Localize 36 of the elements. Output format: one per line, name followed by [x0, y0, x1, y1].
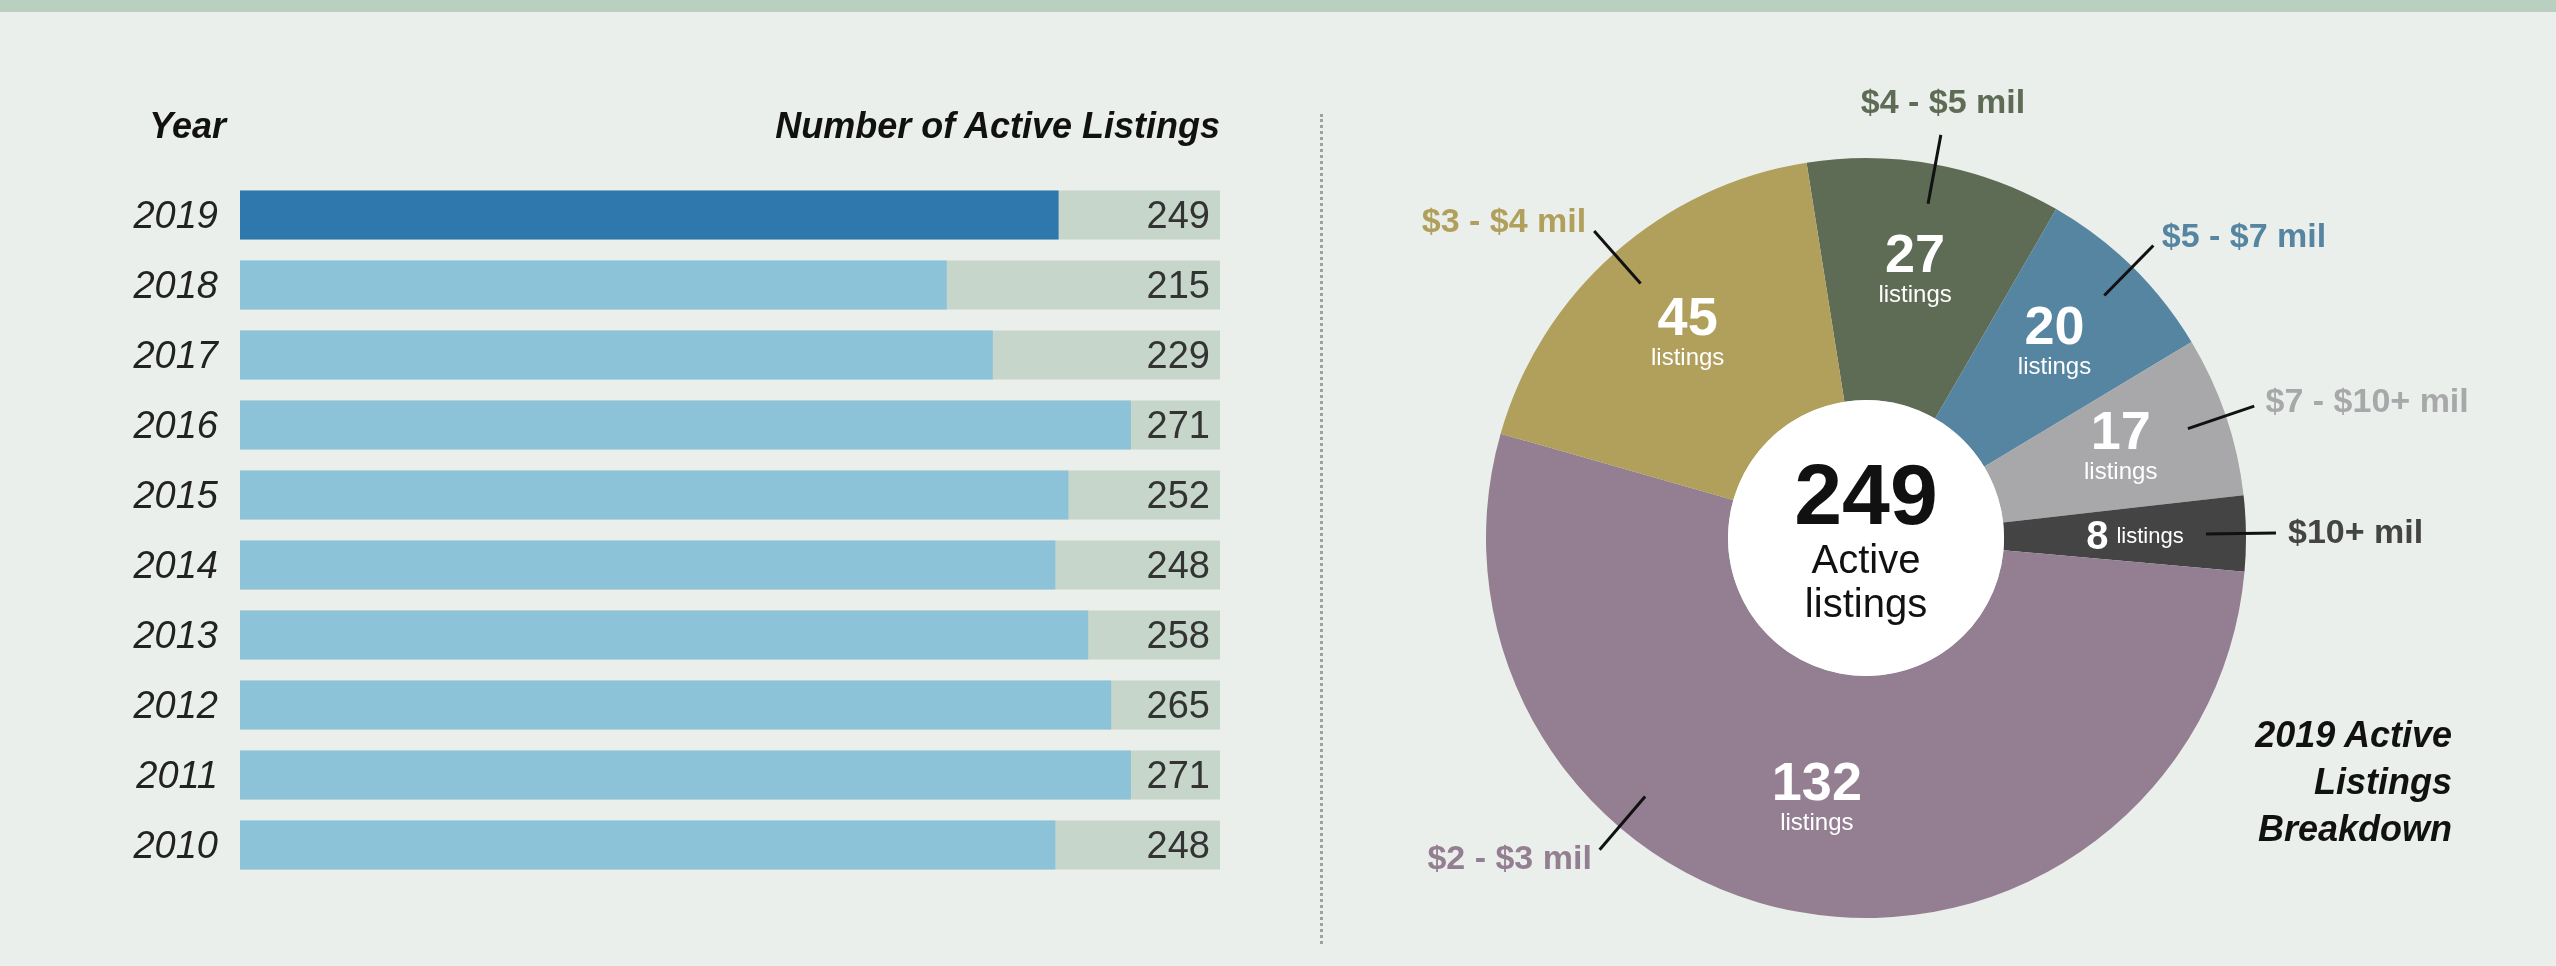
data-label: 27 listings: [1878, 222, 1952, 307]
y-tick-label: 2010: [132, 824, 218, 867]
slice-label: $7 - $10+ mil: [2265, 381, 2469, 420]
y-tick-label: 2013: [132, 614, 218, 657]
data-label: 258: [1146, 614, 1210, 656]
data-label: 132 listings: [1771, 751, 1862, 836]
text: 2019 Active Listings Breakdown: [2253, 713, 2452, 851]
slice-label: $4 - $5 mil: [1860, 82, 2026, 121]
data-label: 45 listings: [1650, 285, 1725, 370]
y-axis-title: Year: [148, 105, 226, 147]
data-label: 8 listings: [2086, 512, 2184, 557]
y-tick-label: 2015: [132, 474, 219, 517]
x-axis-title: Number of Active Listings: [775, 105, 1220, 147]
y-tick-label: 2018: [132, 264, 218, 307]
data-label: 265: [1146, 684, 1210, 726]
data-label: 271: [1146, 754, 1210, 796]
data-label: 271: [1146, 404, 1210, 446]
y-tick-label: 2016: [132, 404, 219, 447]
data-label: 252: [1146, 474, 1210, 516]
data-label: 249: [1146, 194, 1210, 236]
data-label: 229: [1146, 334, 1210, 376]
y-tick-label: 2014: [132, 544, 218, 587]
data-label: 248: [1146, 824, 1210, 866]
slice-label: $3 - $4 mil: [1421, 201, 1587, 240]
data-label: 17 listings: [2084, 400, 2158, 485]
y-tick-label: 2011: [135, 754, 218, 797]
y-tick-label: 2012: [132, 684, 218, 727]
y-tick-label: 2017: [132, 334, 220, 377]
donut-slice: [2003, 495, 2246, 572]
slice-label: $2 - $3 mil: [1427, 837, 1592, 876]
data-label: 20 listings: [2017, 295, 2092, 380]
data-label: 215: [1146, 264, 1210, 306]
slice-label: $10+ mil: [2287, 511, 2424, 550]
slice-label: $5 - $7 mil: [2161, 215, 2327, 254]
data-label: 248: [1146, 544, 1210, 586]
y-tick-label: 2019: [132, 194, 218, 237]
